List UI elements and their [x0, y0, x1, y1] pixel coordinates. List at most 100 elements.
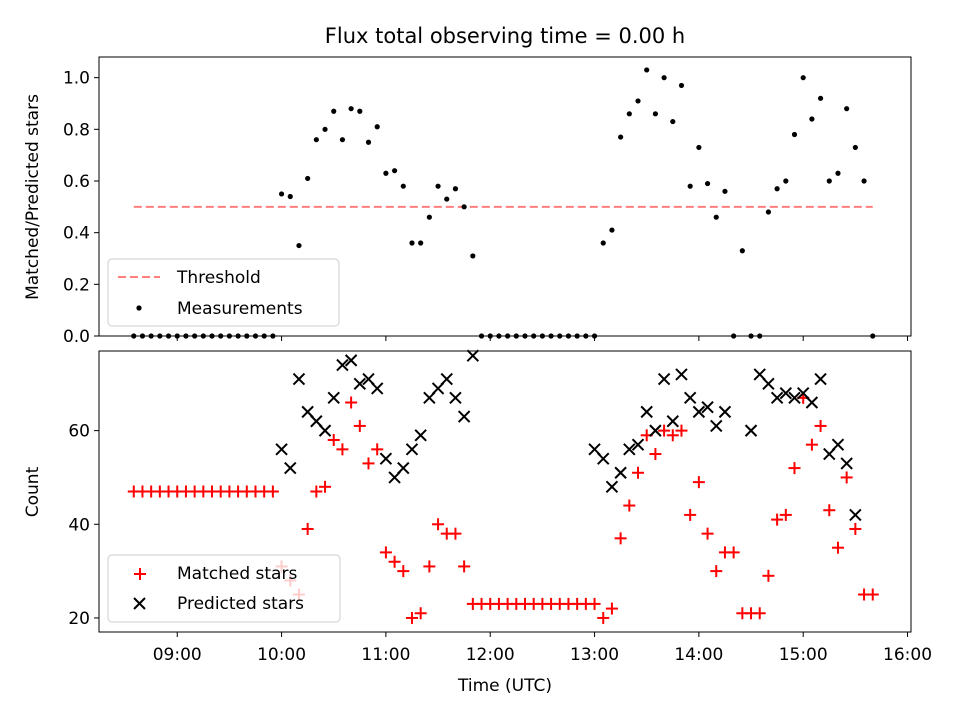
- x-axis-label: Time (UTC): [457, 676, 552, 696]
- threshold-legend-label: Threshold: [176, 268, 261, 288]
- measurement-point: [687, 183, 693, 189]
- predicted-star-point: [353, 377, 367, 390]
- measurement-point: [461, 204, 467, 210]
- predicted-star-point: [657, 372, 671, 386]
- measurement-point: [357, 108, 363, 114]
- top-y-axis: 0.0 0.2 0.4 0.6 0.8 1.0: [63, 69, 99, 347]
- predicted-star-point: [831, 438, 845, 451]
- predicted-star-point: [318, 424, 332, 437]
- measurement-point: [235, 333, 241, 339]
- measurement-point: [513, 333, 519, 339]
- measurement-point: [305, 175, 311, 182]
- matched-star-point: [710, 565, 723, 578]
- x-tick-label: 14:00: [674, 645, 723, 665]
- top-y-tick-label: 0.8: [63, 120, 90, 140]
- measurement-point: [478, 333, 485, 339]
- top-y-tick-label: 0.2: [63, 275, 90, 295]
- measurement-point: [826, 178, 832, 184]
- measurement-point: [365, 139, 372, 145]
- measurement-point: [287, 193, 293, 200]
- predicted-star-point: [710, 419, 723, 433]
- measurement-point: [557, 333, 563, 339]
- measurement-point: [383, 170, 389, 176]
- x-tick-label: 11:00: [361, 645, 410, 665]
- measurement-point: [400, 183, 406, 189]
- measurement-point: [261, 333, 267, 339]
- matched-star-point: [432, 518, 445, 531]
- matched-star-point: [805, 438, 818, 451]
- matched-star-point: [623, 499, 636, 512]
- top-y-tick-label: 0.6: [63, 172, 90, 192]
- x-tick-label: 13:00: [570, 645, 619, 665]
- measurement-point: [139, 333, 146, 339]
- measurement-point: [852, 144, 858, 151]
- measurement-point: [548, 333, 554, 339]
- measurement-point: [218, 333, 224, 339]
- top-panel: 0.0 0.2 0.4 0.6 0.8 1.0 Matched/Predicted sta…: [23, 56, 912, 347]
- predicted-star-point: [397, 461, 410, 475]
- measurement-point: [652, 111, 659, 117]
- predicted-star-point: [788, 391, 801, 405]
- matched-star-point: [310, 485, 323, 498]
- predicted-star-point: [701, 400, 714, 414]
- matched-star-point: [788, 462, 801, 475]
- matched-star-point: [336, 443, 349, 456]
- matched-star-point: [614, 532, 627, 545]
- matched-star-point: [814, 419, 827, 432]
- measurement-point: [391, 168, 398, 174]
- predicted-star-point: [840, 457, 853, 470]
- x-axis: 09:00 10:00 11:00 12:00 13:00 14:00 15:00 16:00: [153, 632, 932, 665]
- measurement-point: [131, 333, 137, 339]
- measurement-point: [183, 333, 189, 339]
- matched-stars-legend-label: Matched stars: [177, 564, 297, 584]
- matched-star-point: [658, 424, 671, 437]
- measurement-point: [200, 333, 206, 339]
- measurement-point: [565, 333, 572, 339]
- matched-star-point: [771, 513, 784, 526]
- matched-star-point: [353, 419, 366, 432]
- matched-star-point: [605, 602, 618, 615]
- matched-star-point: [458, 560, 471, 573]
- matched-star-point: [327, 433, 340, 446]
- predicted-star-point: [597, 452, 610, 465]
- measurement-point: [452, 186, 459, 192]
- matched-star-point: [684, 508, 697, 521]
- bottom-legend: Matched stars Predicted stars: [107, 554, 341, 623]
- measurement-point: [505, 333, 511, 339]
- bottom-y-tick-label: 40: [68, 515, 90, 535]
- matched-star-point: [779, 508, 792, 521]
- bottom-y-tick-label: 20: [68, 609, 90, 629]
- measurement-point: [844, 106, 850, 112]
- matched-star-point: [405, 611, 418, 624]
- measurement-point: [704, 180, 711, 187]
- measurement-point: [165, 333, 172, 339]
- x-tick-label: 15:00: [779, 645, 828, 665]
- measurement-point: [583, 333, 589, 339]
- predicted-stars-legend-label: Predicted stars: [177, 594, 304, 614]
- measurement-point: [870, 333, 876, 339]
- predicted-stars-legend-swatch: [133, 597, 146, 610]
- measurement-point: [609, 227, 615, 233]
- measurement-point: [348, 106, 354, 112]
- measurements-legend-label: Measurements: [177, 299, 303, 319]
- measurement-point: [817, 95, 824, 101]
- matched-star-point: [701, 527, 714, 540]
- predicted-star-point: [805, 396, 819, 409]
- predicted-star-point: [284, 461, 297, 475]
- predicted-star-point: [414, 429, 427, 442]
- matched-star-point: [423, 560, 436, 573]
- measurement-point: [252, 333, 259, 339]
- x-tick-label: 09:00: [153, 645, 202, 665]
- measurement-point: [322, 126, 328, 132]
- bottom-y-axis: 20 40 60: [68, 422, 99, 629]
- predicted-star-point: [614, 466, 627, 479]
- measurement-point: [765, 209, 772, 215]
- matched-star-point: [588, 597, 601, 610]
- predicted-star-point: [327, 391, 340, 405]
- measurement-point: [739, 248, 745, 254]
- predicted-star-point: [605, 480, 619, 494]
- measurement-point: [670, 118, 676, 125]
- measurement-point: [296, 242, 302, 249]
- matched-star-point: [753, 607, 766, 620]
- measurement-point: [644, 67, 650, 73]
